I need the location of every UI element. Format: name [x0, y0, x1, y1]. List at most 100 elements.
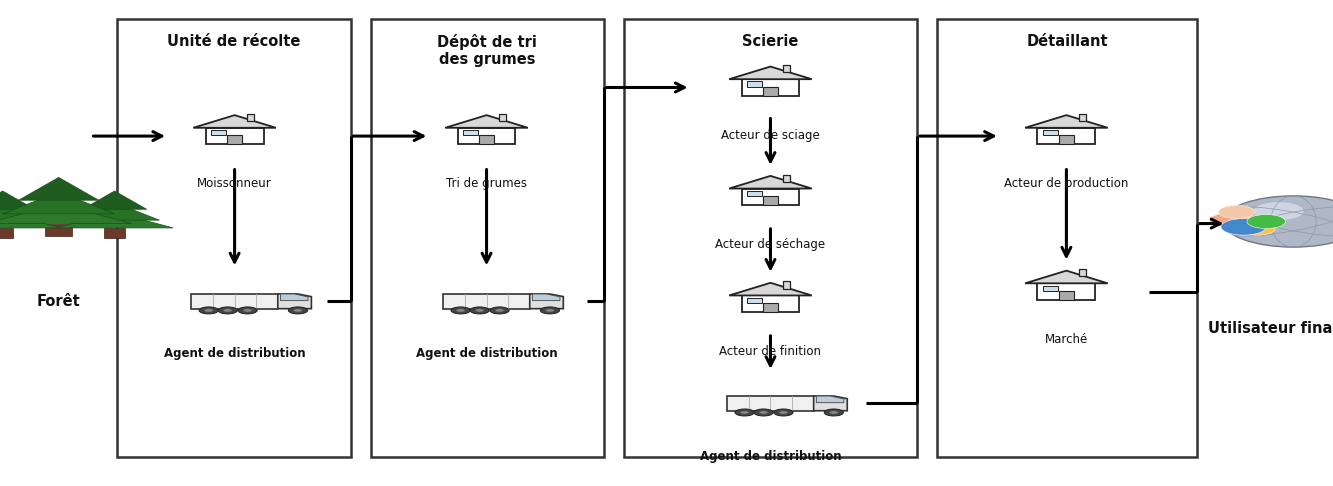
Polygon shape — [479, 135, 495, 144]
Polygon shape — [280, 294, 308, 301]
Text: Agent de distribution: Agent de distribution — [416, 347, 557, 361]
Polygon shape — [45, 224, 72, 236]
Text: Acteur de séchage: Acteur de séchage — [716, 238, 825, 251]
Circle shape — [545, 309, 555, 312]
Polygon shape — [69, 203, 160, 220]
Polygon shape — [1025, 115, 1108, 128]
Circle shape — [774, 409, 793, 416]
Polygon shape — [277, 294, 312, 309]
Circle shape — [829, 411, 838, 414]
Polygon shape — [0, 204, 132, 224]
Polygon shape — [1044, 286, 1058, 291]
Circle shape — [734, 409, 754, 416]
Text: Utilisateur final: Utilisateur final — [1208, 321, 1333, 336]
Polygon shape — [529, 294, 564, 309]
Circle shape — [760, 411, 768, 414]
Text: Forêt: Forêt — [37, 294, 80, 309]
Circle shape — [224, 309, 232, 312]
Circle shape — [754, 409, 773, 416]
Circle shape — [540, 307, 560, 314]
Polygon shape — [1058, 135, 1074, 144]
Polygon shape — [1037, 128, 1096, 144]
Polygon shape — [532, 294, 560, 301]
Circle shape — [199, 307, 219, 314]
Polygon shape — [1078, 114, 1086, 121]
Polygon shape — [1044, 130, 1058, 136]
Polygon shape — [3, 192, 115, 214]
Polygon shape — [499, 114, 507, 121]
Text: Agent de distribution: Agent de distribution — [700, 450, 841, 463]
Circle shape — [219, 307, 237, 314]
Circle shape — [1209, 213, 1250, 227]
Circle shape — [451, 307, 471, 314]
Polygon shape — [1078, 269, 1086, 277]
Circle shape — [1240, 222, 1276, 235]
Polygon shape — [748, 191, 762, 196]
Polygon shape — [0, 191, 35, 209]
Polygon shape — [445, 115, 528, 128]
Circle shape — [495, 309, 504, 312]
Polygon shape — [0, 228, 13, 238]
Circle shape — [204, 309, 213, 312]
Polygon shape — [762, 87, 778, 96]
Polygon shape — [782, 281, 790, 289]
Circle shape — [1246, 214, 1285, 228]
Circle shape — [456, 309, 465, 312]
Circle shape — [1218, 206, 1254, 219]
Polygon shape — [741, 295, 800, 312]
Polygon shape — [782, 174, 790, 182]
Polygon shape — [729, 283, 812, 295]
Polygon shape — [813, 396, 848, 411]
Circle shape — [778, 411, 788, 414]
FancyBboxPatch shape — [371, 19, 604, 457]
Polygon shape — [762, 303, 778, 312]
Polygon shape — [457, 128, 516, 144]
Text: Détaillant: Détaillant — [1026, 34, 1108, 49]
Polygon shape — [56, 212, 173, 228]
Circle shape — [824, 409, 844, 416]
Polygon shape — [1037, 283, 1096, 300]
Polygon shape — [104, 228, 125, 238]
Circle shape — [1254, 202, 1304, 220]
Circle shape — [476, 309, 484, 312]
Circle shape — [243, 309, 252, 312]
Circle shape — [288, 307, 308, 314]
Text: Moissonneur: Moissonneur — [197, 177, 272, 191]
FancyBboxPatch shape — [117, 19, 351, 457]
Polygon shape — [212, 130, 227, 136]
Polygon shape — [205, 128, 264, 144]
Circle shape — [491, 307, 509, 314]
Polygon shape — [464, 130, 479, 136]
Polygon shape — [816, 396, 844, 403]
Polygon shape — [227, 135, 243, 144]
Polygon shape — [741, 189, 800, 205]
Text: Acteur de production: Acteur de production — [1004, 177, 1129, 191]
Text: Agent de distribution: Agent de distribution — [164, 347, 305, 361]
Text: Marché: Marché — [1045, 333, 1088, 346]
Polygon shape — [1025, 271, 1108, 283]
Circle shape — [293, 309, 303, 312]
Polygon shape — [192, 294, 277, 309]
Polygon shape — [741, 79, 800, 96]
Text: Dépôt de tri
des grumes: Dépôt de tri des grumes — [437, 34, 537, 68]
Polygon shape — [762, 196, 778, 205]
Text: Unité de récolte: Unité de récolte — [167, 34, 301, 49]
Polygon shape — [247, 114, 255, 121]
Polygon shape — [193, 115, 276, 128]
FancyBboxPatch shape — [937, 19, 1197, 457]
Text: Scierie: Scierie — [742, 34, 798, 49]
Polygon shape — [19, 177, 99, 200]
Circle shape — [1224, 196, 1333, 247]
Polygon shape — [729, 176, 812, 189]
Polygon shape — [748, 298, 762, 303]
Circle shape — [471, 307, 489, 314]
Polygon shape — [0, 212, 61, 228]
Circle shape — [239, 307, 257, 314]
Text: Acteur de finition: Acteur de finition — [720, 345, 821, 358]
Polygon shape — [444, 294, 529, 309]
Polygon shape — [748, 82, 762, 87]
Polygon shape — [0, 203, 48, 220]
Polygon shape — [83, 191, 147, 209]
FancyBboxPatch shape — [624, 19, 917, 457]
Text: Tri de grumes: Tri de grumes — [447, 177, 527, 191]
